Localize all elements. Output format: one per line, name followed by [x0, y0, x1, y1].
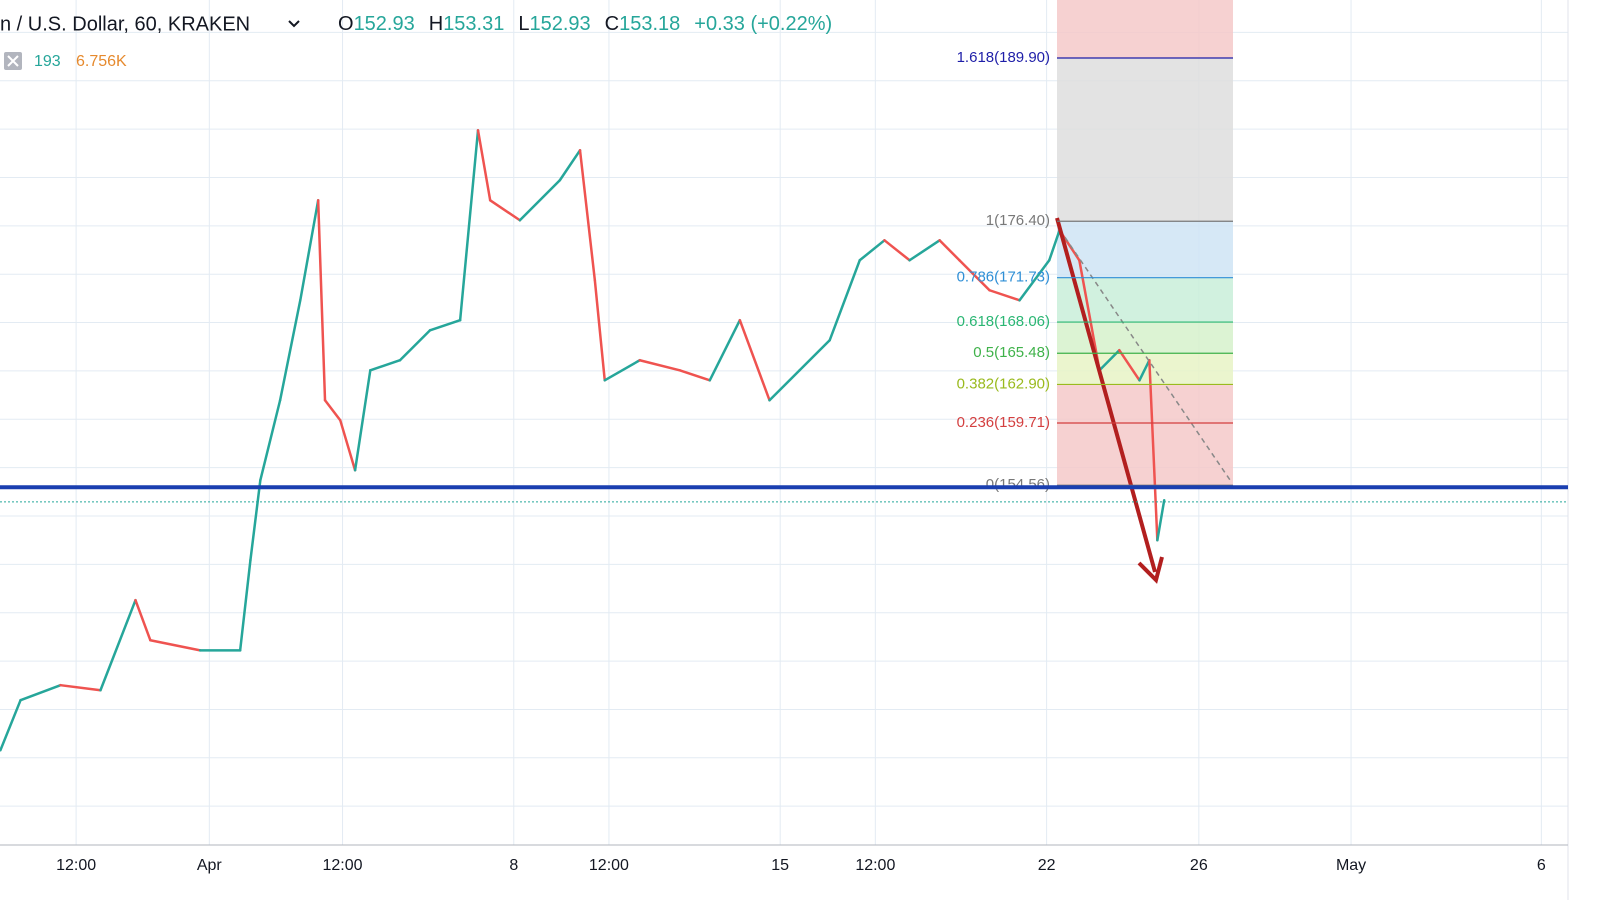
price-segment — [908, 239, 941, 262]
price-segment — [858, 239, 886, 262]
price-segment — [149, 638, 202, 652]
price-segment — [593, 278, 606, 382]
price-segment — [603, 358, 642, 382]
price-segment — [738, 318, 771, 402]
fib-label: 0.786(171.73) — [957, 269, 1050, 286]
ohlc-label: L — [518, 13, 529, 35]
price-segment — [1118, 348, 1141, 382]
ohlc-value: 153.31 — [443, 13, 504, 35]
change-value: +0.33 (+0.22%) — [694, 13, 832, 35]
x-tick-label: 12:00 — [855, 857, 895, 874]
price-segment — [558, 149, 582, 182]
x-tick-label: 15 — [771, 857, 789, 874]
volume-count: 193 — [34, 53, 61, 70]
fib-band — [1057, 0, 1233, 59]
price-segment — [316, 199, 327, 402]
x-tick-label: 6 — [1537, 857, 1546, 874]
price-segment — [678, 369, 712, 382]
price-segment — [958, 259, 991, 292]
ohlc-value: 152.93 — [529, 13, 590, 35]
price-segment — [798, 339, 831, 372]
price-segment — [638, 358, 681, 372]
background-layer — [0, 0, 1569, 900]
fib-label: 0.236(159.71) — [957, 414, 1050, 431]
price-segment — [59, 683, 102, 692]
price-segment — [828, 259, 861, 342]
price-segment — [708, 318, 742, 382]
price-segment — [988, 288, 1021, 302]
price-segment — [338, 418, 357, 472]
x-tick-label: 12:00 — [323, 857, 363, 874]
x-axis: 12:00 Apr 12:00 8 12:00 15 12:00 22 26 May 6 — [0, 844, 1568, 874]
price-segment — [1138, 358, 1151, 382]
price-segment — [323, 399, 342, 422]
volume-value: 6.756K — [76, 53, 127, 70]
ohlc-value: 152.93 — [354, 13, 415, 35]
price-segment — [249, 479, 262, 562]
price-segment — [19, 683, 62, 702]
x-tick-label: 12:00 — [589, 857, 629, 874]
ohlc-label: H — [429, 13, 443, 35]
close-icon-x — [7, 55, 19, 67]
ohlc-value: 153.18 — [619, 13, 680, 35]
price-segment — [938, 239, 961, 262]
price-segment — [578, 149, 597, 282]
price-segment — [476, 129, 492, 202]
price-segment — [488, 199, 522, 222]
price-segment — [1156, 498, 1166, 542]
price-segment — [1048, 229, 1061, 262]
ohlc-label: C — [605, 13, 619, 35]
fib-label: 1.618(189.90) — [957, 49, 1050, 66]
x-tick-label: 8 — [509, 857, 518, 874]
fib-label: 1(176.40) — [986, 212, 1050, 229]
price-layer — [0, 129, 1166, 752]
ohlc-label: O — [338, 13, 354, 35]
red-arrow — [1055, 217, 1157, 573]
price-segment — [883, 239, 911, 262]
price-segment — [134, 598, 152, 642]
fib-band — [1057, 322, 1233, 354]
x-tick-label: Apr — [197, 857, 223, 874]
dropdown-chevron[interactable] — [288, 20, 300, 28]
x-tick-label: 22 — [1038, 857, 1056, 874]
price-segment — [353, 369, 372, 472]
price-segment — [0, 698, 22, 752]
fib-band — [1057, 384, 1233, 423]
x-tick-label: 26 — [1190, 857, 1208, 874]
x-tick-label: May — [1336, 857, 1366, 874]
level-lines: 1.618(189.90) 1(176.40) 0.786(171.73) 0.618… — [0, 49, 1568, 503]
x-tick-label: 12:00 — [56, 857, 96, 874]
price-segment — [99, 598, 137, 692]
fibonacci-tool — [1057, 0, 1233, 486]
price-segment — [458, 129, 480, 322]
fib-label: 0.618(168.06) — [957, 313, 1050, 330]
fib-band — [1057, 422, 1233, 486]
fib-label: 0.5(165.48) — [973, 344, 1050, 361]
price-segment — [768, 369, 801, 402]
fib-label: 0.382(162.90) — [957, 375, 1050, 392]
price-segment — [259, 399, 282, 482]
price-segment — [398, 329, 432, 362]
price-segment — [278, 299, 302, 402]
price-segment — [299, 199, 320, 302]
price-segment — [518, 178, 562, 222]
price-segment — [238, 558, 252, 652]
fib-band — [1057, 221, 1233, 278]
red-arrow-head — [1137, 556, 1164, 584]
fib-band — [1057, 58, 1233, 222]
legend-header: n / U.S. Dollar, 60, KRAKEN O152.93 H153.… — [0, 13, 832, 70]
fib-label: 0(154.56) — [986, 476, 1050, 493]
price-segment — [1018, 259, 1051, 302]
price-segment — [369, 358, 402, 372]
symbol-title: n / U.S. Dollar, 60, KRAKEN — [0, 13, 250, 35]
price-segment — [428, 318, 462, 332]
ohlc-values: O152.93 H153.31 L152.93 C153.18 +0.33 (+0.22… — [338, 13, 832, 35]
price-segment — [1148, 358, 1159, 542]
